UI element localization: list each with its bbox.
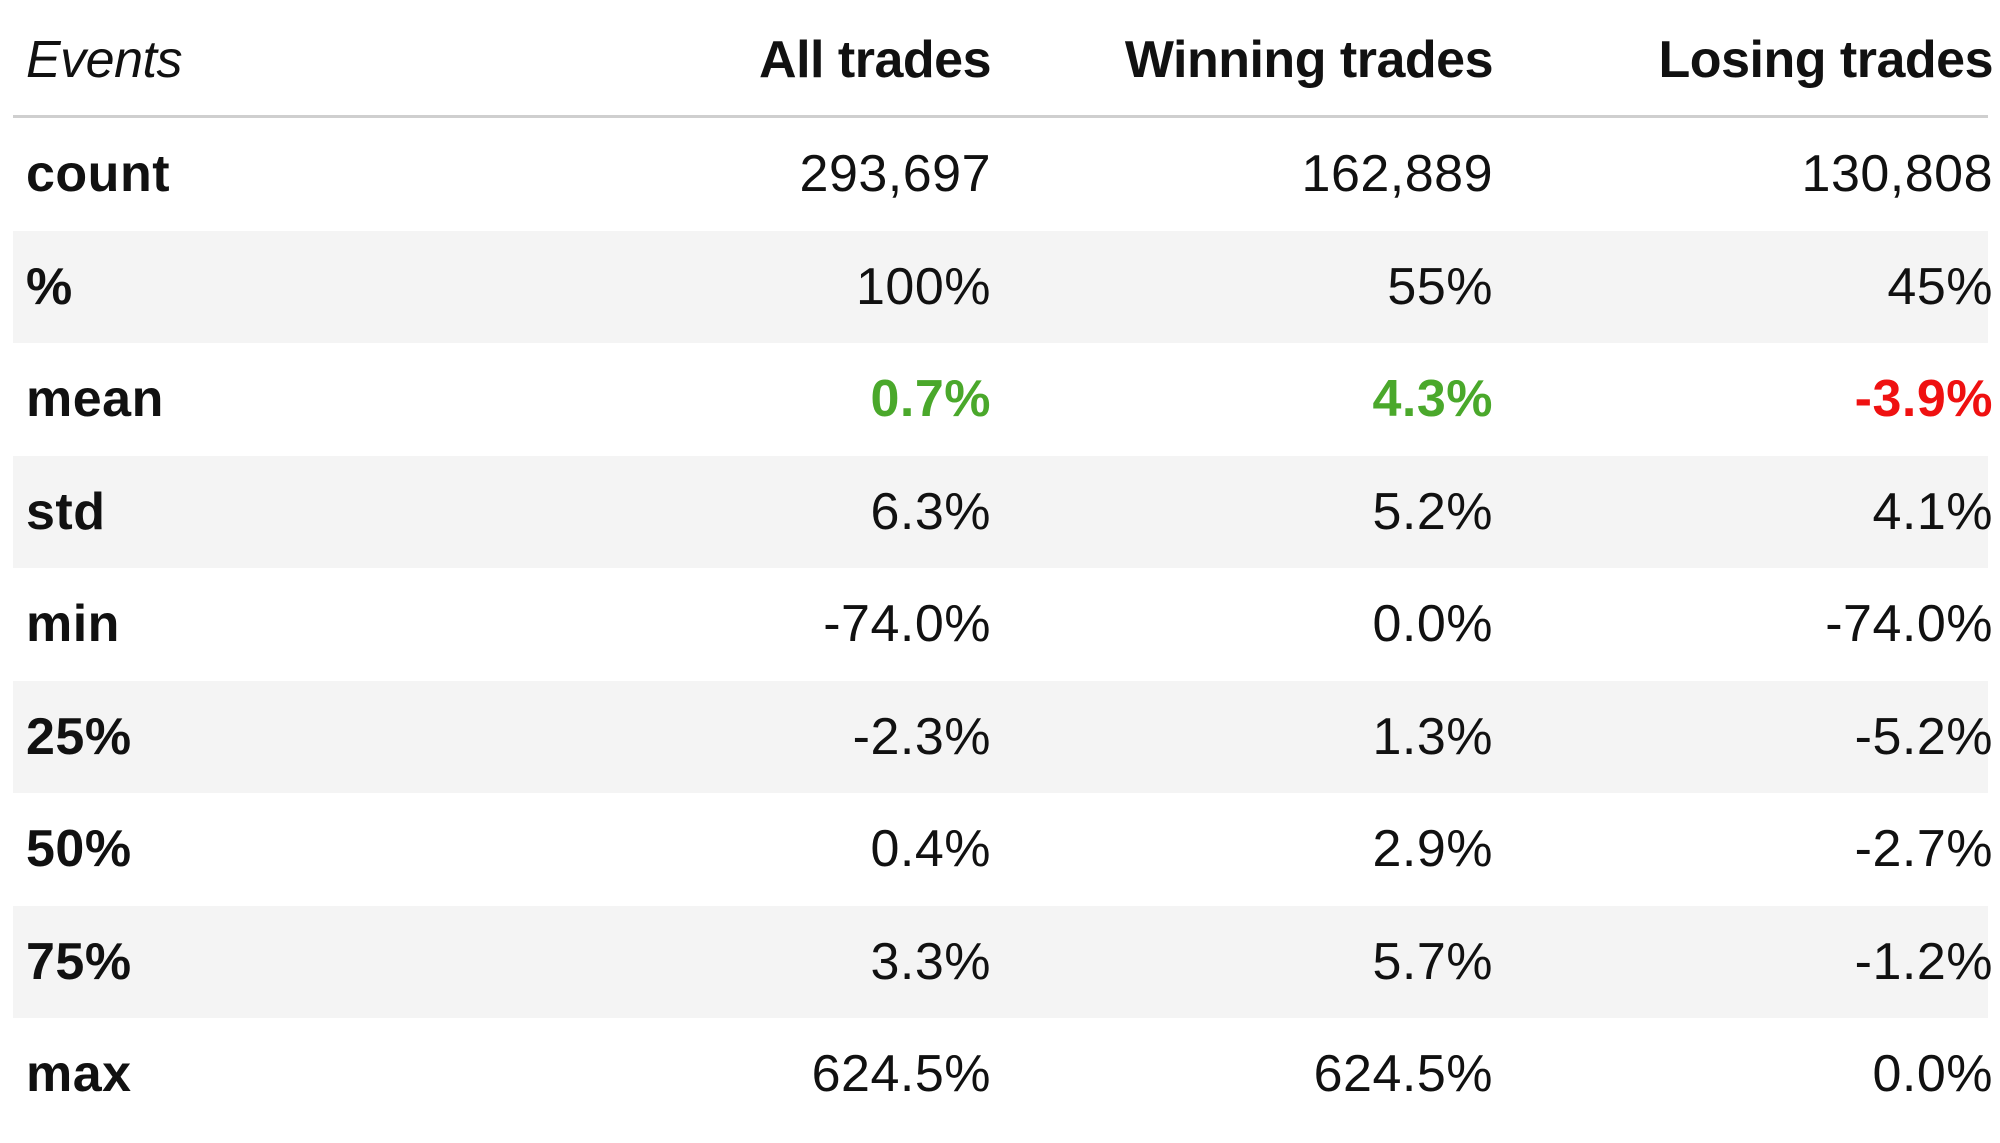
cell-all-trades: 0.4% xyxy=(870,820,991,879)
row-label: mean xyxy=(26,370,164,429)
table-row-min: min -74.0% 0.0% -74.0% xyxy=(13,568,1993,681)
cell-losing-trades: 130,808 xyxy=(1801,145,1993,204)
row-label: min xyxy=(26,595,120,654)
cell-losing-trades: 0.0% xyxy=(1872,1045,1993,1104)
header-winning-trades: Winning trades xyxy=(1124,30,1494,89)
cell-winning-trades: 5.7% xyxy=(1372,932,1493,991)
cell-losing-trades: -74.0% xyxy=(1825,595,1993,654)
cell-all-trades: 0.7% xyxy=(870,370,991,429)
table-row-mean: mean 0.7% 4.3% -3.9% xyxy=(13,343,1992,456)
cell-winning-trades: 55% xyxy=(1387,257,1493,316)
header-all-trades: All trades xyxy=(759,30,991,89)
cell-winning-trades: 2.9% xyxy=(1372,820,1493,879)
header-losing-trades: Losing trades xyxy=(1658,30,1994,89)
cell-losing-trades: 4.1% xyxy=(1872,482,1993,541)
table-row-p75: 75% 3.3% 5.7% -1.2% xyxy=(13,905,1992,1018)
cell-all-trades: 293,697 xyxy=(799,145,991,204)
cell-winning-trades: 0.0% xyxy=(1372,595,1493,654)
row-label: 50% xyxy=(26,820,132,879)
table-row-std: std 6.3% 5.2% 4.1% xyxy=(13,455,1993,568)
cell-losing-trades: -1.2% xyxy=(1854,932,1993,991)
table-row-p25: 25% -2.3% 1.3% -5.2% xyxy=(13,680,1992,793)
table-row-max: max 624.5% 624.5% 0.0% xyxy=(13,1018,1993,1131)
table-header-row: Events All trades Winning trades Losing … xyxy=(13,0,1994,118)
trade-statistics-table: Events All trades Winning trades Losing … xyxy=(13,0,1994,1131)
cell-all-trades: 624.5% xyxy=(811,1045,991,1104)
row-label: 75% xyxy=(26,932,132,991)
cell-losing-trades: -3.9% xyxy=(1854,370,1993,429)
cell-winning-trades: 624.5% xyxy=(1313,1045,1493,1104)
cell-losing-trades: -2.7% xyxy=(1854,820,1993,879)
cell-all-trades: 6.3% xyxy=(870,482,991,541)
cell-winning-trades: 162,889 xyxy=(1301,145,1493,204)
cell-all-trades: -2.3% xyxy=(852,707,991,766)
table-row-percent: % 100% 55% 45% xyxy=(13,230,1993,343)
cell-winning-trades: 4.3% xyxy=(1372,370,1493,429)
cell-losing-trades: 45% xyxy=(1887,257,1993,316)
row-label: % xyxy=(26,257,73,316)
table-row-count: count 293,697 162,889 130,808 xyxy=(13,118,1992,231)
cell-winning-trades: 5.2% xyxy=(1372,482,1493,541)
header-events: Events xyxy=(26,30,182,89)
row-label: 25% xyxy=(26,707,132,766)
cell-all-trades: -74.0% xyxy=(823,595,991,654)
row-label: max xyxy=(26,1045,132,1104)
table-row-p50: 50% 0.4% 2.9% -2.7% xyxy=(13,793,1992,906)
cell-all-trades: 3.3% xyxy=(870,932,991,991)
cell-winning-trades: 1.3% xyxy=(1372,707,1493,766)
row-label: count xyxy=(26,145,171,204)
row-label: std xyxy=(26,482,106,541)
cell-all-trades: 100% xyxy=(856,257,991,316)
cell-losing-trades: -5.2% xyxy=(1854,707,1993,766)
